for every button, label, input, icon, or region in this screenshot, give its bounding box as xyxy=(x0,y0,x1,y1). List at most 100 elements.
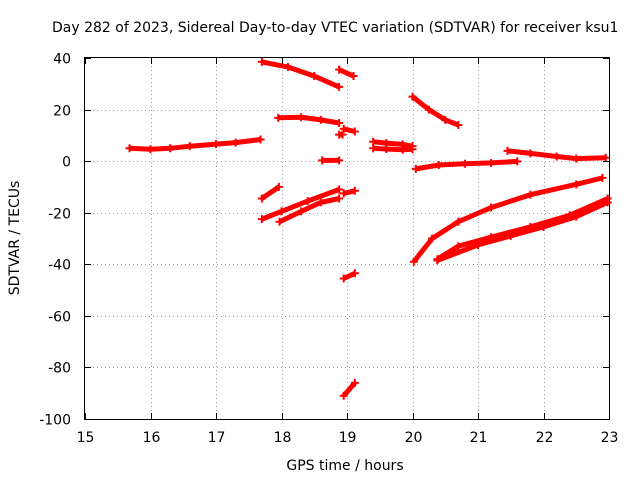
data-point xyxy=(335,65,344,74)
series-line xyxy=(338,67,355,79)
data-point xyxy=(487,158,496,167)
data-point xyxy=(257,194,266,203)
series-line xyxy=(415,158,518,172)
series-line xyxy=(373,145,413,153)
data-point xyxy=(408,92,417,101)
grid xyxy=(85,58,609,419)
x-tick-label: 16 xyxy=(143,430,161,446)
series-line xyxy=(410,94,460,128)
series-line xyxy=(436,200,609,263)
data-point xyxy=(339,189,348,198)
series-arc-10 xyxy=(275,194,344,226)
data-point xyxy=(338,130,347,139)
y-tick-label: 0 xyxy=(62,155,71,171)
data-point xyxy=(398,145,407,154)
data-point xyxy=(411,164,420,173)
series-arc-2 xyxy=(257,57,344,91)
x-tick-label: 17 xyxy=(208,430,226,446)
series-arc-15 xyxy=(369,144,417,154)
series-line xyxy=(372,139,413,149)
data-point xyxy=(474,240,482,249)
data-point xyxy=(350,127,359,136)
data-point xyxy=(598,173,607,182)
data-point xyxy=(185,142,194,151)
x-tick-label: 23 xyxy=(601,430,619,446)
data-point xyxy=(513,157,522,166)
series-arc-16 xyxy=(408,92,463,130)
data-point xyxy=(303,197,312,206)
data-point xyxy=(382,145,391,154)
data-point xyxy=(441,115,450,124)
x-axis-title: GPS time / hours xyxy=(286,458,403,474)
x-tick-label: 21 xyxy=(470,430,488,446)
data-point xyxy=(349,72,358,81)
y-tick-label: -100 xyxy=(39,413,71,429)
data-point xyxy=(231,138,240,147)
data-point xyxy=(350,378,359,387)
y-axis-title: SDTVAR / TECUs xyxy=(7,181,23,296)
y-tick-label: -60 xyxy=(48,310,71,326)
series-arc-7 xyxy=(335,130,347,139)
data-point xyxy=(350,186,359,195)
data-point xyxy=(275,217,284,226)
data-point xyxy=(274,113,283,122)
data-point xyxy=(339,124,348,133)
series-line xyxy=(278,196,340,224)
data-point xyxy=(310,72,319,81)
data-point xyxy=(552,152,561,161)
y-tick-label: 40 xyxy=(53,52,71,68)
series-arc-1 xyxy=(125,135,265,154)
x-tick-label: 18 xyxy=(274,430,292,446)
series-arc-17 xyxy=(411,157,522,173)
series-arc-3 xyxy=(274,113,344,127)
series-line xyxy=(260,184,281,201)
data-point xyxy=(335,156,344,165)
x-tick-label: 19 xyxy=(339,430,357,446)
x-tick-label: 22 xyxy=(536,430,554,446)
data-point xyxy=(460,159,469,168)
data-point xyxy=(257,57,266,66)
axis-ticks: 15 16 17 18 19 20 21 22 23 -100 -80 -60 -40 -20 0 20 40 xyxy=(39,52,618,447)
data-point xyxy=(454,217,463,226)
series-line xyxy=(260,187,340,222)
data-point xyxy=(433,256,442,265)
y-tick-label: -40 xyxy=(48,258,71,274)
data-point xyxy=(146,145,155,154)
y-tick-label: 20 xyxy=(53,104,71,120)
data-point xyxy=(318,156,327,165)
series-line xyxy=(261,59,341,90)
x-tick-label: 15 xyxy=(77,430,95,446)
x-tick-label: 20 xyxy=(405,430,423,446)
data-point xyxy=(339,274,348,283)
data-point xyxy=(506,231,515,240)
series-line xyxy=(278,114,340,126)
data-point xyxy=(274,182,283,191)
chart-title: Day 282 of 2023, Sidereal Day-to-day VTE… xyxy=(52,20,619,36)
data-point xyxy=(503,146,512,155)
data-point xyxy=(350,269,359,278)
series-line xyxy=(129,137,261,152)
data-point xyxy=(125,144,134,153)
data-point xyxy=(335,118,344,127)
plot-frame xyxy=(84,57,610,420)
series-arc-11 xyxy=(339,186,359,198)
data-point xyxy=(212,140,220,149)
data-point xyxy=(316,115,325,124)
series-arc-4 xyxy=(335,65,358,81)
data-point xyxy=(601,153,610,162)
series-arc-9 xyxy=(257,185,344,224)
data-point xyxy=(297,113,306,122)
y-tick-label: -80 xyxy=(48,361,71,377)
series-arc-8 xyxy=(257,182,283,203)
data-point xyxy=(572,212,581,221)
data-point xyxy=(539,222,548,231)
series-arc-19 xyxy=(409,173,607,266)
data-point xyxy=(424,105,433,114)
data-point xyxy=(339,391,348,400)
data-point xyxy=(409,257,418,266)
data-point xyxy=(572,154,581,163)
data-point xyxy=(434,161,443,170)
series-line xyxy=(341,381,357,398)
series-arc-5 xyxy=(318,156,344,165)
